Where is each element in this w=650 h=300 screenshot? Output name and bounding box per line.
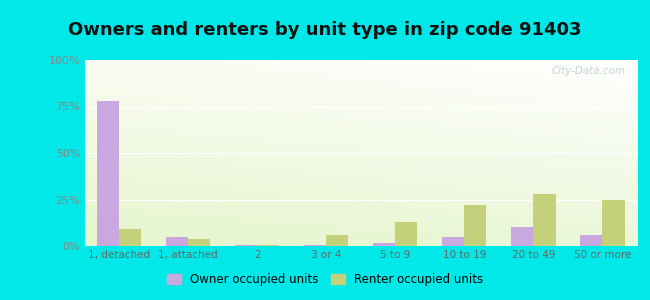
Bar [304, 245, 326, 246]
Bar [326, 235, 348, 246]
Bar [373, 243, 395, 246]
Bar [395, 222, 417, 246]
Bar [188, 239, 210, 246]
Bar [166, 237, 188, 246]
Bar [512, 227, 534, 246]
Bar [119, 229, 141, 246]
Bar [464, 205, 486, 246]
Bar [257, 245, 280, 246]
Bar [534, 194, 556, 246]
Bar [97, 101, 119, 246]
Bar [235, 244, 257, 246]
Legend: Owner occupied units, Renter occupied units: Owner occupied units, Renter occupied un… [162, 269, 488, 291]
Bar [580, 235, 603, 246]
Bar [442, 237, 464, 246]
Text: Owners and renters by unit type in zip code 91403: Owners and renters by unit type in zip c… [68, 21, 582, 39]
Bar [603, 200, 625, 246]
Text: City-Data.com: City-Data.com [552, 66, 626, 76]
